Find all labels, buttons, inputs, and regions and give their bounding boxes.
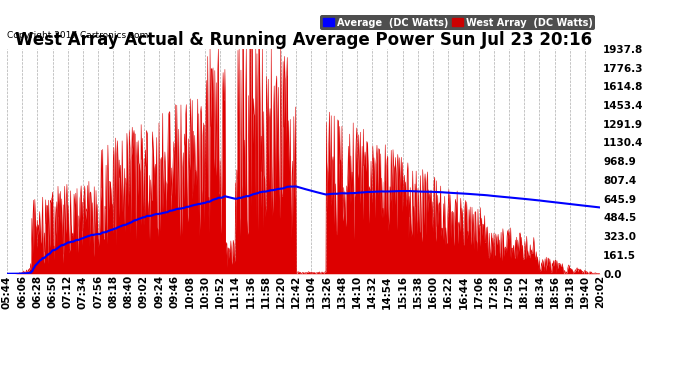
Text: Copyright 2017 Cartronics.com: Copyright 2017 Cartronics.com	[7, 31, 148, 40]
Title: West Array Actual & Running Average Power Sun Jul 23 20:16: West Array Actual & Running Average Powe…	[15, 31, 592, 49]
Legend: Average  (DC Watts), West Array  (DC Watts): Average (DC Watts), West Array (DC Watts…	[320, 15, 595, 30]
